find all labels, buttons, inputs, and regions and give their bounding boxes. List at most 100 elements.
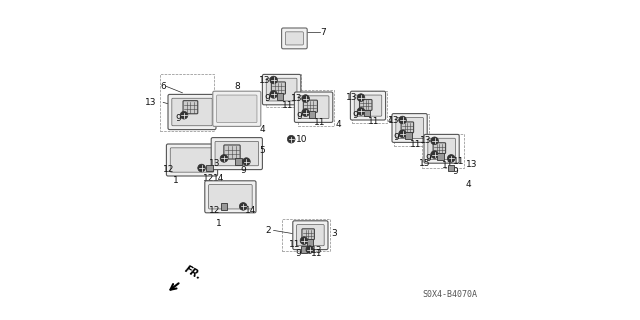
Bar	[352, 91, 387, 123]
Text: 15: 15	[419, 159, 430, 168]
Text: 4: 4	[259, 125, 265, 134]
Circle shape	[447, 155, 455, 162]
Circle shape	[180, 111, 188, 119]
Circle shape	[357, 108, 365, 115]
Text: 13: 13	[311, 246, 323, 255]
Text: FR.: FR.	[182, 264, 203, 282]
Text: 9: 9	[297, 112, 302, 121]
Text: 13: 13	[291, 94, 302, 103]
Bar	[394, 114, 429, 146]
Text: 11: 11	[282, 101, 293, 110]
Circle shape	[287, 135, 295, 143]
Text: 14: 14	[245, 206, 256, 215]
Bar	[308, 111, 315, 118]
Text: 1: 1	[216, 220, 221, 228]
FancyBboxPatch shape	[396, 117, 424, 139]
Text: 2: 2	[266, 226, 271, 235]
Circle shape	[243, 158, 250, 165]
Text: 11: 11	[453, 157, 464, 166]
Text: 9: 9	[295, 249, 301, 258]
Text: 13: 13	[466, 160, 477, 169]
Text: 3: 3	[332, 229, 337, 238]
Circle shape	[399, 116, 406, 124]
Text: 5: 5	[259, 146, 265, 155]
FancyBboxPatch shape	[216, 95, 257, 123]
FancyBboxPatch shape	[433, 143, 445, 154]
Text: 4: 4	[429, 135, 435, 144]
Text: 11: 11	[289, 240, 301, 249]
Bar	[266, 74, 301, 107]
FancyBboxPatch shape	[271, 82, 285, 94]
Text: 9: 9	[175, 114, 181, 123]
FancyBboxPatch shape	[282, 28, 307, 49]
Text: 11: 11	[442, 161, 453, 170]
Bar	[282, 219, 330, 251]
Text: 9: 9	[426, 154, 431, 163]
Bar	[405, 132, 412, 139]
FancyBboxPatch shape	[298, 96, 329, 119]
Circle shape	[302, 95, 310, 102]
Bar	[160, 74, 214, 131]
FancyBboxPatch shape	[170, 148, 214, 172]
Text: 11: 11	[368, 117, 380, 126]
FancyBboxPatch shape	[424, 134, 460, 163]
Text: 12: 12	[204, 174, 214, 183]
Circle shape	[300, 237, 308, 244]
Circle shape	[302, 109, 310, 116]
Text: 13: 13	[209, 159, 221, 168]
Circle shape	[270, 76, 278, 84]
Circle shape	[357, 94, 365, 101]
Text: 6: 6	[160, 82, 166, 91]
Text: 13: 13	[420, 136, 431, 145]
Text: 9: 9	[453, 167, 458, 176]
FancyBboxPatch shape	[292, 221, 328, 250]
FancyBboxPatch shape	[211, 138, 262, 170]
FancyBboxPatch shape	[183, 100, 198, 114]
Text: S0X4-B4070A: S0X4-B4070A	[422, 290, 477, 299]
Circle shape	[431, 151, 438, 158]
FancyBboxPatch shape	[166, 144, 218, 176]
FancyBboxPatch shape	[212, 91, 261, 126]
FancyBboxPatch shape	[224, 145, 240, 159]
Text: 12: 12	[163, 165, 175, 174]
Circle shape	[270, 91, 278, 98]
Bar	[206, 165, 212, 171]
Text: 9: 9	[265, 94, 270, 103]
Text: 4: 4	[336, 120, 342, 129]
Circle shape	[399, 130, 406, 138]
Bar	[221, 203, 227, 210]
FancyBboxPatch shape	[209, 185, 252, 209]
Bar	[236, 158, 242, 165]
Text: 11: 11	[311, 249, 323, 258]
FancyBboxPatch shape	[392, 114, 428, 142]
FancyBboxPatch shape	[266, 78, 297, 101]
Bar	[422, 134, 464, 168]
FancyBboxPatch shape	[168, 94, 216, 130]
Text: 10: 10	[296, 135, 307, 144]
Text: 11: 11	[314, 118, 325, 127]
Text: 12: 12	[209, 206, 221, 215]
Bar	[298, 90, 335, 126]
Text: 14: 14	[212, 174, 224, 183]
Bar	[448, 165, 454, 171]
Circle shape	[239, 203, 247, 210]
FancyBboxPatch shape	[215, 141, 259, 166]
Circle shape	[431, 137, 438, 145]
Bar	[301, 246, 307, 253]
Circle shape	[220, 155, 228, 162]
Text: 4: 4	[387, 116, 393, 124]
Bar	[364, 110, 370, 116]
Text: 7: 7	[320, 28, 326, 36]
Text: 4: 4	[466, 180, 471, 188]
FancyBboxPatch shape	[303, 100, 317, 112]
Circle shape	[306, 246, 314, 253]
Bar	[277, 93, 284, 100]
Text: 11: 11	[410, 140, 421, 149]
FancyBboxPatch shape	[262, 75, 301, 105]
Text: 9: 9	[240, 166, 246, 175]
Bar	[437, 153, 444, 160]
Text: 13: 13	[145, 98, 157, 107]
FancyBboxPatch shape	[351, 91, 385, 120]
Text: 8: 8	[234, 82, 239, 91]
FancyBboxPatch shape	[360, 100, 372, 110]
